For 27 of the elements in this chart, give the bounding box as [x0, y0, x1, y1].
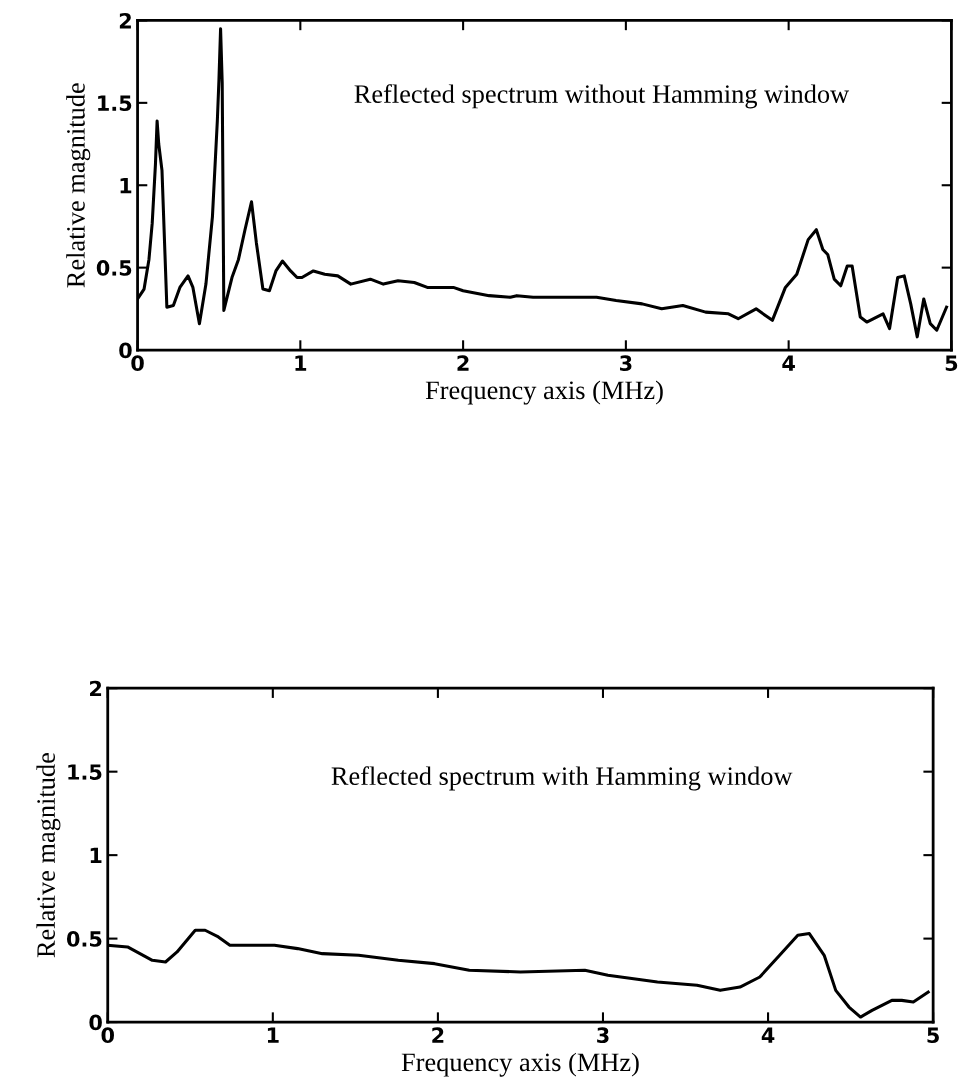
x-tick-label: 2	[432, 1027, 444, 1043]
y-tick-label: 2	[119, 12, 131, 29]
x-tick-label: 3	[597, 1027, 609, 1044]
x-tick-label: 4	[761, 1027, 775, 1043]
annotation: Reflected spectrum with Hamming window	[331, 766, 793, 791]
x-tick-label: 5	[945, 355, 958, 372]
x-tick-label: 1	[295, 355, 307, 371]
x-tick-label: 3	[620, 355, 632, 372]
y-tick-label: 0.5	[66, 931, 102, 947]
x-tick-label: 5	[927, 1027, 939, 1044]
x-axis-title: Frequency axis (MHz)	[401, 1052, 639, 1077]
y-tick-label: 1.5	[68, 764, 102, 780]
x-tick-label: 0	[131, 355, 144, 372]
y-tick-label: 0	[119, 342, 132, 359]
y-axis-title: Relative magnitude	[36, 753, 61, 958]
y-tick-label: 0	[89, 1014, 102, 1031]
y-tick-label: 1	[90, 847, 102, 864]
y-tick-label: 2	[90, 680, 102, 697]
y-tick-label: 0.5	[96, 260, 132, 276]
x-tick-label: 1	[267, 1027, 279, 1043]
y-tick-label: 1	[120, 177, 132, 194]
y-axis-title: Relative magnitude	[66, 83, 91, 288]
x-tick-label: 4	[782, 355, 795, 371]
x-tick-label: 2	[457, 355, 469, 371]
x-axis-title: Frequency axis (MHz)	[425, 380, 663, 405]
annotation: Reflected spectrum without Hamming window	[354, 84, 850, 109]
y-tick-label: 1.5	[98, 95, 132, 112]
